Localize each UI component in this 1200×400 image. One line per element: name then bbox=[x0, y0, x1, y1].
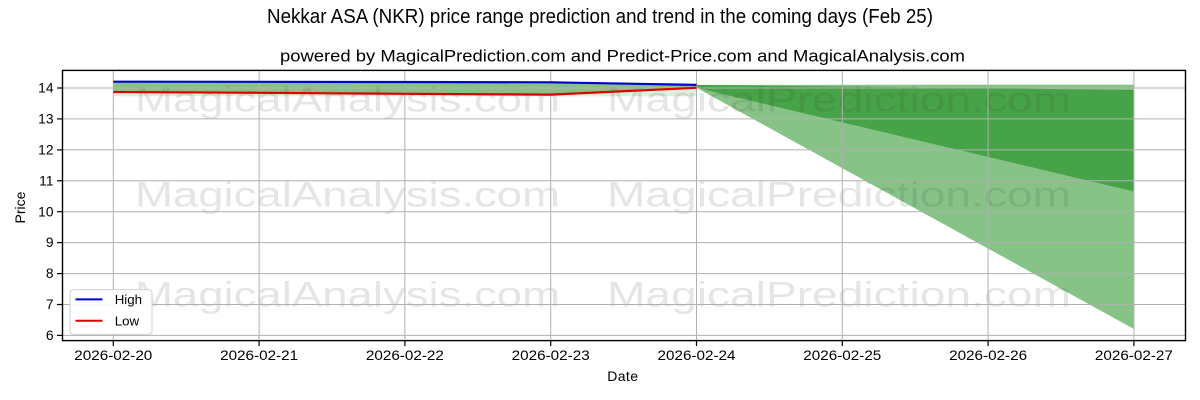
svg-text:MagicalAnalysis.com: MagicalAnalysis.com bbox=[135, 276, 560, 315]
svg-text:7: 7 bbox=[46, 297, 54, 312]
svg-text:MagicalPrediction.com: MagicalPrediction.com bbox=[607, 176, 1071, 215]
svg-text:Date: Date bbox=[607, 368, 638, 384]
svg-text:8: 8 bbox=[46, 266, 54, 281]
svg-text:9: 9 bbox=[46, 235, 54, 250]
svg-text:12: 12 bbox=[38, 143, 53, 158]
svg-text:Price: Price bbox=[12, 191, 28, 223]
svg-text:2026-02-22: 2026-02-22 bbox=[366, 348, 444, 363]
svg-text:2026-02-24: 2026-02-24 bbox=[658, 348, 736, 363]
svg-text:MagicalAnalysis.com: MagicalAnalysis.com bbox=[135, 176, 560, 215]
svg-text:MagicalAnalysis.com: MagicalAnalysis.com bbox=[135, 81, 560, 120]
svg-text:2026-02-20: 2026-02-20 bbox=[74, 348, 152, 363]
svg-text:11: 11 bbox=[39, 173, 53, 188]
svg-text:2026-02-23: 2026-02-23 bbox=[512, 348, 590, 363]
svg-text:MagicalPrediction.com: MagicalPrediction.com bbox=[607, 81, 1071, 120]
svg-text:6: 6 bbox=[46, 328, 54, 343]
svg-text:High: High bbox=[115, 292, 142, 307]
svg-text:2026-02-27: 2026-02-27 bbox=[1095, 348, 1173, 363]
svg-text:2026-02-25: 2026-02-25 bbox=[803, 348, 881, 363]
svg-text:2026-02-21: 2026-02-21 bbox=[220, 348, 298, 363]
svg-text:MagicalPrediction.com: MagicalPrediction.com bbox=[607, 276, 1071, 315]
svg-text:14: 14 bbox=[38, 81, 54, 96]
svg-text:13: 13 bbox=[38, 112, 54, 127]
svg-text:2026-02-26: 2026-02-26 bbox=[949, 348, 1027, 363]
svg-text:Nekkar ASA (NKR) price range p: Nekkar ASA (NKR) price range prediction … bbox=[267, 6, 933, 28]
svg-text:powered by MagicalPrediction.c: powered by MagicalPrediction.com and Pre… bbox=[280, 48, 965, 66]
svg-text:Low: Low bbox=[115, 314, 140, 329]
svg-text:10: 10 bbox=[38, 204, 54, 219]
